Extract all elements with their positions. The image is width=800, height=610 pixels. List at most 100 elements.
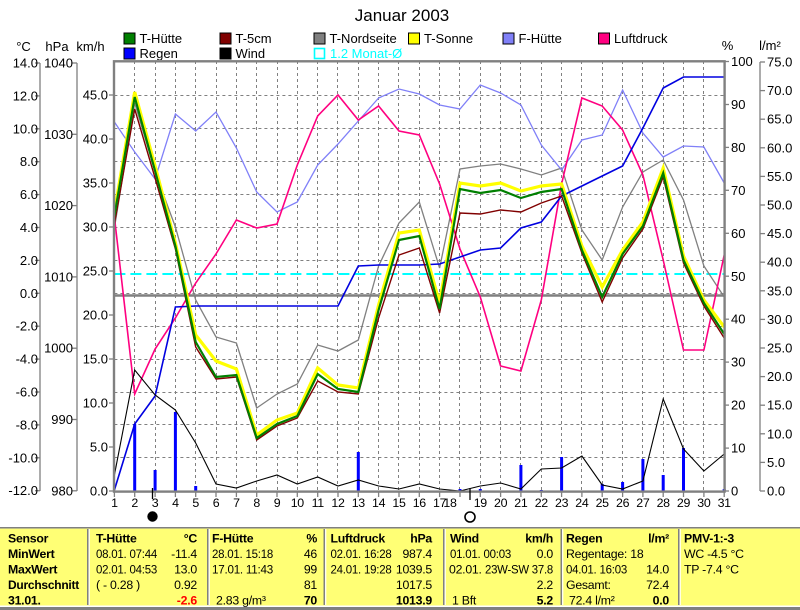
svg-text:TP -7.4 °C: TP -7.4 °C <box>684 563 739 577</box>
svg-text:5.0: 5.0 <box>767 455 785 470</box>
svg-text:Gesamt:: Gesamt: <box>566 578 611 592</box>
svg-text:F-Hütte: F-Hütte <box>519 31 562 46</box>
svg-text:12.0: 12.0 <box>13 88 38 103</box>
svg-text:17: 17 <box>433 496 447 510</box>
svg-text:4.0: 4.0 <box>20 220 38 235</box>
svg-text:Wind: Wind <box>450 532 479 546</box>
svg-text:km/h: km/h <box>76 39 104 54</box>
svg-text:%: % <box>306 532 317 546</box>
svg-text:28.01. 15:18: 28.01. 15:18 <box>212 547 273 561</box>
svg-text:2.0: 2.0 <box>20 253 38 268</box>
svg-text:0.0: 0.0 <box>653 594 670 608</box>
svg-text:72.4: 72.4 <box>646 578 669 592</box>
svg-text:-2.6: -2.6 <box>177 594 198 608</box>
svg-text:01.01. 00:03: 01.01. 00:03 <box>450 547 511 561</box>
svg-text:l/m²: l/m² <box>759 38 781 53</box>
svg-text:31: 31 <box>718 496 732 510</box>
svg-text:35.0: 35.0 <box>83 176 108 191</box>
svg-text:-6.0: -6.0 <box>16 385 38 400</box>
svg-text:60: 60 <box>731 226 745 241</box>
svg-text:-2.0: -2.0 <box>16 319 38 334</box>
svg-text:0: 0 <box>731 484 738 499</box>
svg-text:40: 40 <box>731 312 745 327</box>
svg-text:26: 26 <box>616 496 630 510</box>
svg-text:35.0: 35.0 <box>767 283 792 298</box>
svg-text:MinWert: MinWert <box>8 547 55 561</box>
svg-text:-10.0: -10.0 <box>8 450 38 465</box>
svg-text:72.4 l/m²: 72.4 l/m² <box>569 594 615 608</box>
svg-text:( - 0.28 ): ( - 0.28 ) <box>96 578 140 592</box>
svg-text:Regen: Regen <box>140 46 178 61</box>
svg-text:10.0: 10.0 <box>83 396 108 411</box>
svg-text:0.92: 0.92 <box>174 578 197 592</box>
svg-text:Regen: Regen <box>566 532 602 546</box>
svg-text:T-5cm: T-5cm <box>236 31 272 46</box>
svg-text:40.0: 40.0 <box>83 132 108 147</box>
svg-text:F-Hütte: F-Hütte <box>212 532 254 546</box>
svg-text:T-Hütte: T-Hütte <box>96 532 137 546</box>
svg-text:%: % <box>722 38 734 53</box>
svg-text:24.01. 19:28: 24.01. 19:28 <box>331 563 392 577</box>
svg-text:40.0: 40.0 <box>767 255 792 270</box>
svg-text:55.0: 55.0 <box>767 169 792 184</box>
svg-text:T-Sonne: T-Sonne <box>424 31 473 46</box>
svg-text:14.0: 14.0 <box>13 56 38 71</box>
svg-text:30: 30 <box>697 496 711 510</box>
svg-text:30.0: 30.0 <box>767 312 792 327</box>
svg-text:0.0: 0.0 <box>767 484 785 499</box>
svg-text:1000: 1000 <box>44 341 73 356</box>
svg-text:2.83 g/m³: 2.83 g/m³ <box>216 594 266 608</box>
svg-text:Regentage: 18: Regentage: 18 <box>566 547 644 561</box>
svg-text:02.01. 04:53: 02.01. 04:53 <box>96 563 157 577</box>
svg-text:MaxWert: MaxWert <box>8 563 57 577</box>
svg-text:5.2: 5.2 <box>537 594 554 608</box>
svg-text:9: 9 <box>274 496 281 510</box>
svg-text:3: 3 <box>152 496 159 510</box>
svg-text:T-Nordseite: T-Nordseite <box>330 31 397 46</box>
svg-text:990: 990 <box>51 412 73 427</box>
svg-text:5.0: 5.0 <box>90 440 108 455</box>
svg-text:30: 30 <box>731 355 745 370</box>
svg-text:12: 12 <box>331 496 345 510</box>
svg-text:08.01. 07:44: 08.01. 07:44 <box>96 547 157 561</box>
svg-text:1017.5: 1017.5 <box>396 578 433 592</box>
svg-text:hPa: hPa <box>45 39 69 54</box>
svg-text:-12.0: -12.0 <box>8 483 38 498</box>
svg-text:°C: °C <box>184 532 198 546</box>
svg-text:l/m²: l/m² <box>648 532 669 546</box>
svg-text:19: 19 <box>474 496 488 510</box>
svg-text:WC -4.5 °C: WC -4.5 °C <box>684 547 744 561</box>
svg-text:20.0: 20.0 <box>767 369 792 384</box>
svg-text:13: 13 <box>352 496 366 510</box>
svg-text:1013.9: 1013.9 <box>396 594 433 608</box>
svg-text:30.0: 30.0 <box>83 220 108 235</box>
svg-text:21: 21 <box>514 496 528 510</box>
svg-text:81: 81 <box>304 578 318 592</box>
svg-text:18: 18 <box>443 496 457 510</box>
svg-text:980: 980 <box>51 483 73 498</box>
svg-text:29: 29 <box>677 496 691 510</box>
svg-text:14: 14 <box>372 496 386 510</box>
svg-text:1030: 1030 <box>44 127 73 142</box>
svg-text:25.0: 25.0 <box>767 341 792 356</box>
svg-text:1.2 Monat-Ø: 1.2 Monat-Ø <box>330 46 402 61</box>
svg-text:27: 27 <box>636 496 650 510</box>
svg-text:45.0: 45.0 <box>767 226 792 241</box>
svg-text:7: 7 <box>233 496 240 510</box>
svg-text:16: 16 <box>413 496 427 510</box>
svg-text:50.0: 50.0 <box>767 198 792 213</box>
svg-text:1039.5: 1039.5 <box>396 563 433 577</box>
svg-text:Wind: Wind <box>236 46 266 61</box>
svg-text:70.0: 70.0 <box>767 83 792 98</box>
svg-text:-11.4: -11.4 <box>171 547 197 561</box>
svg-text:50: 50 <box>731 269 745 284</box>
svg-text:22: 22 <box>535 496 549 510</box>
svg-text:23: 23 <box>555 496 569 510</box>
svg-text:-4.0: -4.0 <box>16 352 38 367</box>
svg-text:1: 1 <box>111 496 118 510</box>
svg-text:15: 15 <box>392 496 406 510</box>
svg-text:65.0: 65.0 <box>767 112 792 127</box>
svg-text:°C: °C <box>16 39 31 54</box>
svg-text:4: 4 <box>172 496 179 510</box>
svg-text:02.01.: 02.01. <box>449 563 482 577</box>
